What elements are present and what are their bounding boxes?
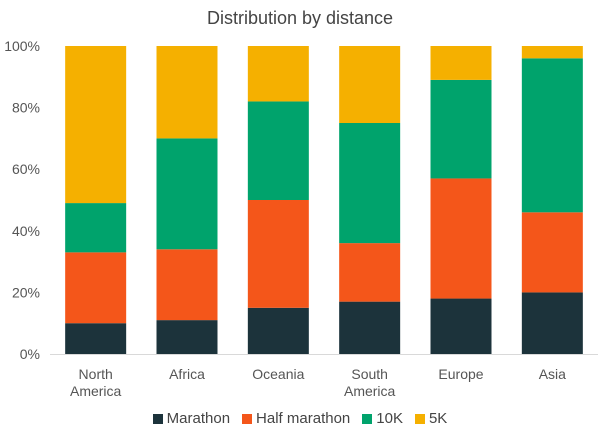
legend-item: 10K xyxy=(362,410,403,427)
bar-segment xyxy=(156,320,218,354)
y-tick-label: 80% xyxy=(12,100,40,116)
x-tick-label: Europe xyxy=(438,366,483,382)
legend-swatch xyxy=(242,413,253,424)
chart-title: Distribution by distance xyxy=(206,8,394,28)
x-tick-label: South America xyxy=(344,366,396,399)
bar-segment xyxy=(247,307,309,354)
y-tick-label: 0% xyxy=(20,346,40,362)
bar-segment xyxy=(247,200,309,308)
x-tick-label: Oceania xyxy=(252,366,304,382)
bar-segment xyxy=(156,249,218,321)
legend-label: Half marathon xyxy=(256,410,351,427)
bar-segment xyxy=(521,292,583,354)
y-tick-label: 40% xyxy=(12,223,40,239)
bar-segment xyxy=(65,203,127,253)
bar-segment xyxy=(65,323,127,354)
bar-segment xyxy=(339,301,401,354)
bar-segment xyxy=(430,79,492,179)
bar-segment xyxy=(247,46,309,102)
bar-segment xyxy=(339,46,401,123)
y-tick-label: 60% xyxy=(12,161,40,177)
bar-segment xyxy=(156,46,218,139)
legend-item: 5K xyxy=(414,410,448,427)
bar-segment xyxy=(521,46,583,59)
legend-swatch xyxy=(362,413,373,424)
bar-segment xyxy=(339,123,401,244)
y-tick-label: 100% xyxy=(4,38,40,54)
bar-segment xyxy=(156,138,218,250)
legend-item: Marathon xyxy=(152,410,231,427)
legend-label: 10K xyxy=(376,410,403,427)
legend-label: 5K xyxy=(428,410,448,427)
legend-label: Marathon xyxy=(166,410,231,427)
bar-segment xyxy=(430,298,492,354)
legend-swatch xyxy=(152,413,163,424)
bar-segment xyxy=(339,243,401,302)
bar-segment xyxy=(247,101,309,200)
y-tick-label: 20% xyxy=(12,284,40,300)
x-tick-label: Africa xyxy=(169,366,205,382)
x-tick-label: North America xyxy=(70,366,122,399)
bar-segment xyxy=(65,46,127,204)
bar-segment xyxy=(521,58,583,213)
bar-segment xyxy=(430,46,492,80)
x-tick-label: Asia xyxy=(539,366,566,382)
chart-legend: Marathon Half marathon 10K 5K xyxy=(0,410,600,428)
bar-segment xyxy=(430,178,492,299)
legend-item: Half marathon xyxy=(242,410,350,427)
bar-segment xyxy=(521,212,583,293)
legend-swatch xyxy=(414,413,425,424)
bar-segment xyxy=(65,252,127,324)
